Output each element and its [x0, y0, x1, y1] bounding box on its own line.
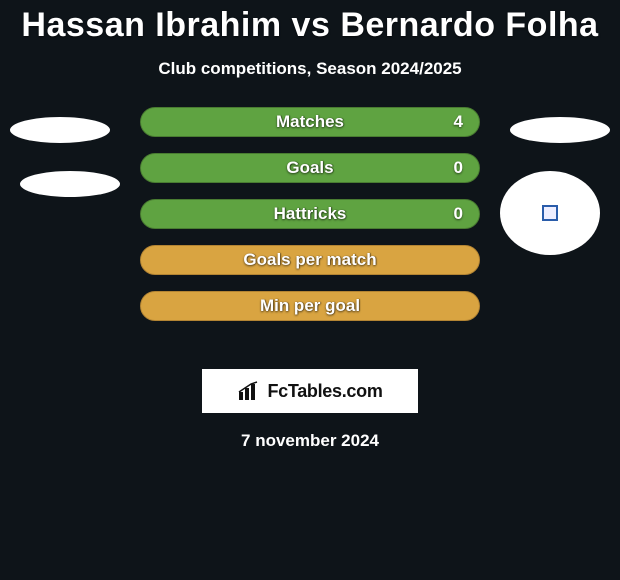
comparison-stage: Matches 4 Goals 0 Hattricks 0 Goals per … [0, 103, 620, 363]
stat-rows: Matches 4 Goals 0 Hattricks 0 Goals per … [140, 107, 480, 337]
player-left-ellipse-2 [20, 171, 120, 197]
stat-label: Min per goal [260, 296, 360, 316]
footer-date: 7 november 2024 [0, 431, 620, 451]
image-placeholder-icon [542, 205, 558, 221]
page-subtitle: Club competitions, Season 2024/2025 [0, 59, 620, 79]
bar-chart-icon [237, 380, 263, 402]
stat-row-goals: Goals 0 [140, 153, 480, 183]
stat-label: Matches [276, 112, 344, 132]
stat-row-goals-per-match: Goals per match [140, 245, 480, 275]
stat-row-min-per-goal: Min per goal [140, 291, 480, 321]
logo-box: FcTables.com [202, 369, 418, 413]
stat-row-matches: Matches 4 [140, 107, 480, 137]
stat-label: Goals per match [243, 250, 376, 270]
player-left-ellipse-1 [10, 117, 110, 143]
logo-inner: FcTables.com [237, 380, 382, 402]
stat-value: 0 [454, 158, 463, 178]
page-title: Hassan Ibrahim vs Bernardo Folha [0, 0, 620, 45]
stat-row-hattricks: Hattricks 0 [140, 199, 480, 229]
stat-label: Hattricks [274, 204, 347, 224]
stat-label: Goals [286, 158, 333, 178]
player-right-avatar-circle [500, 171, 600, 255]
player-right-ellipse-1 [510, 117, 610, 143]
logo-text: FcTables.com [267, 381, 382, 402]
stat-value: 0 [454, 204, 463, 224]
stat-value: 4 [454, 112, 463, 132]
